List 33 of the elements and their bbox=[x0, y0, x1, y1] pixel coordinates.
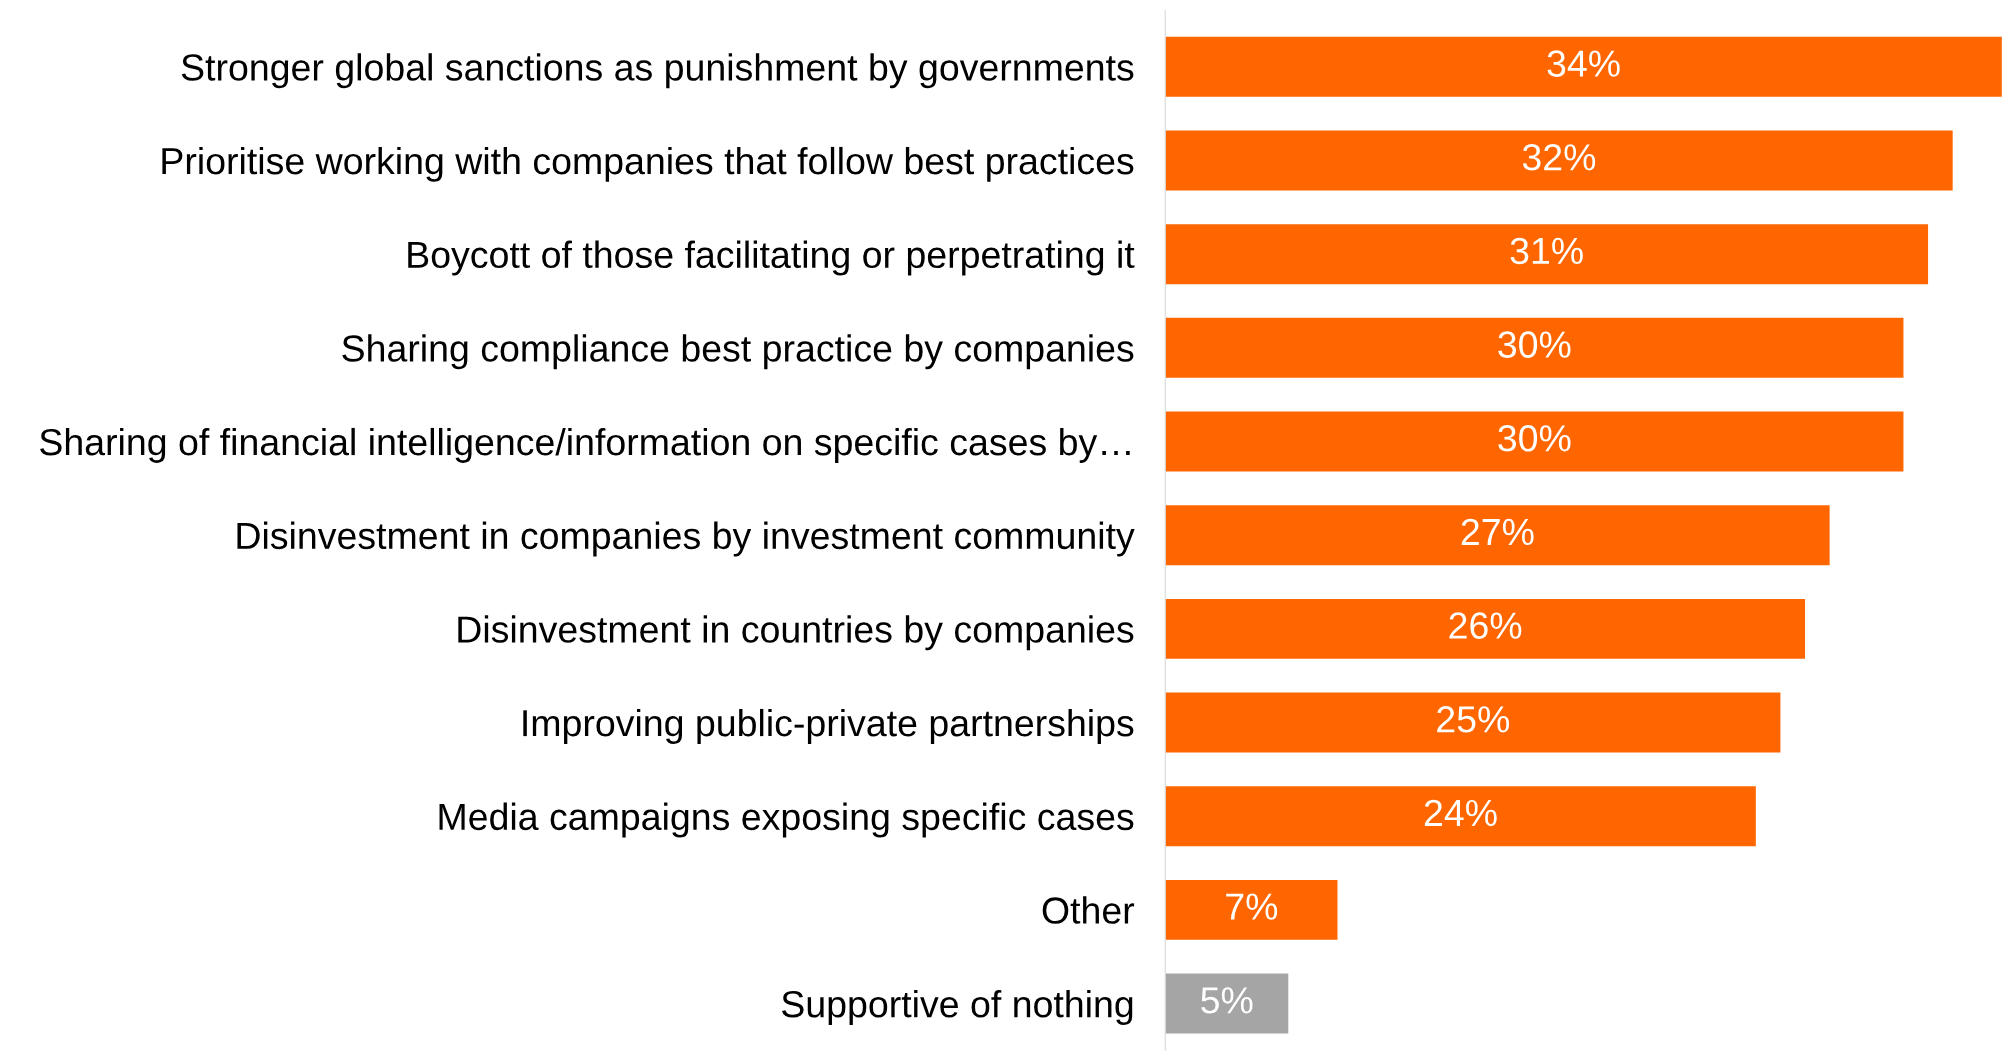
y-tick-label: Sharing compliance best practice by companies bbox=[342, 334, 1134, 370]
data-label: 32% bbox=[1522, 144, 1596, 171]
data-label: 30% bbox=[1498, 331, 1571, 358]
data-label: 34% bbox=[1547, 50, 1620, 77]
bar bbox=[1165, 598, 1806, 659]
y-tick-label: Stronger global sanctions as punishment by governments bbox=[181, 53, 1134, 89]
data-label: 25% bbox=[1437, 706, 1510, 733]
data-label: 26% bbox=[1449, 612, 1522, 639]
bar bbox=[1165, 973, 1289, 1034]
bar bbox=[1165, 879, 1338, 940]
bar bbox=[1165, 692, 1781, 753]
data-label: 27% bbox=[1461, 518, 1534, 546]
y-tick-label: Other bbox=[1042, 896, 1135, 924]
y-tick-label: Improving public-private partnerships bbox=[523, 708, 1134, 744]
bar bbox=[1165, 505, 1830, 566]
bar bbox=[1165, 411, 1904, 472]
y-tick-label: Prioritise working with companies that follow best practices bbox=[162, 146, 1134, 182]
data-label: 31% bbox=[1510, 237, 1583, 265]
y-tick-label: Disinvestment in companies by investment community bbox=[237, 521, 1135, 557]
bar bbox=[1165, 786, 1756, 847]
bar bbox=[1165, 36, 2002, 97]
data-label: 5% bbox=[1201, 987, 1253, 1014]
bar bbox=[1165, 130, 1953, 191]
y-tick-label: Sharing of financial intelligence/information on specific cases by… bbox=[40, 427, 1130, 463]
y-tick-label: Supportive of nothing bbox=[782, 989, 1133, 1025]
data-label: 30% bbox=[1498, 425, 1571, 452]
y-tick-label: Media campaigns exposing specific cases bbox=[439, 802, 1134, 838]
bar bbox=[1165, 317, 1904, 378]
y-tick-label: Disinvestment in countries by companies bbox=[458, 615, 1134, 651]
bar bbox=[1165, 224, 1929, 285]
y-tick-label: Boycott of those facilitating or perpetrating it bbox=[408, 240, 1135, 276]
data-label: 7% bbox=[1226, 893, 1278, 920]
data-label: 24% bbox=[1424, 799, 1497, 827]
